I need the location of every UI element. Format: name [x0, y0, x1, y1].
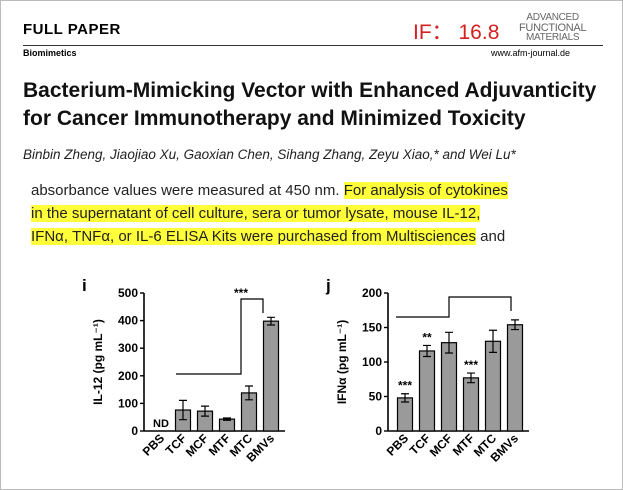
impact-factor: IF： 16.8 — [413, 21, 500, 44]
error-bar — [201, 405, 209, 417]
significance: *** — [398, 379, 412, 393]
x-tick-label: TCF — [407, 431, 433, 457]
error-bar — [267, 316, 275, 326]
significance: ** — [422, 330, 432, 344]
x-tick-label: PBS — [140, 431, 167, 458]
error-bar — [489, 329, 497, 353]
highlight: in the supernatant of cell culture, sera… — [31, 205, 481, 222]
y-tick-label: 100 — [118, 396, 138, 410]
title-line: for Cancer Immunotherapy and Minimized T… — [23, 107, 526, 130]
x-tick-label: MCF — [183, 431, 211, 459]
bracket — [176, 298, 264, 375]
y-axis-label: IFNα (pg mL⁻¹) — [335, 320, 349, 404]
bar — [218, 418, 236, 432]
value-label: ND — [153, 418, 169, 430]
bracket-label: *** — [234, 286, 248, 300]
highlight: IFNα, TNFα, or IL-6 ELISA Kits were purc… — [31, 228, 476, 245]
error-bar — [511, 319, 519, 331]
highlight: For analysis of cytokines — [343, 182, 508, 199]
journal-logo: ADVANCED FUNCTIONAL MATERIALS — [519, 12, 587, 43]
x-tick-label: MTF — [206, 431, 233, 458]
x-tick-label: PBS — [384, 431, 411, 458]
y-tick-label: 0 — [375, 424, 382, 438]
title-line: Bacterium-Mimicking Vector with Enhanced… — [23, 79, 597, 102]
x-tick-label: MCF — [427, 431, 455, 459]
excerpt-line: IFNα, TNFα, or IL-6 ELISA Kits were purc… — [31, 225, 508, 248]
error-bar — [445, 331, 453, 354]
bar — [506, 324, 524, 432]
panel-label: j — [325, 276, 331, 295]
error-bar — [401, 393, 409, 403]
topic: Biomimetics — [23, 48, 77, 58]
error-bar — [223, 417, 231, 421]
x-tick-label: TCF — [163, 431, 189, 457]
bar — [462, 377, 480, 432]
y-axis-label: IL-12 (pg mL⁻¹) — [91, 319, 105, 405]
excerpt: absorbance values were measured at 450 n… — [31, 179, 508, 248]
article-title: Bacterium-Mimicking Vector with Enhanced… — [23, 77, 596, 133]
y-tick-label: 100 — [362, 355, 382, 369]
bar — [418, 350, 436, 432]
excerpt-line: in the supernatant of cell culture, sera… — [31, 202, 508, 225]
y-tick-label: 500 — [118, 286, 138, 300]
y-tick-label: 200 — [362, 286, 382, 300]
error-bar — [245, 385, 253, 401]
bracket — [396, 296, 512, 318]
logo-line: FUNCTIONAL — [519, 22, 587, 34]
y-tick-label: 50 — [369, 390, 383, 404]
error-bar — [179, 399, 187, 421]
error-bar — [423, 344, 431, 358]
y-tick-label: 150 — [362, 321, 382, 335]
authors: Binbin Zheng, Jiaojiao Xu, Gaoxian Chen,… — [23, 147, 516, 162]
x-tick-label: MTF — [450, 431, 477, 458]
y-tick-label: 200 — [118, 369, 138, 383]
logo-line: MATERIALS — [526, 32, 580, 43]
y-tick-label: 0 — [131, 424, 138, 438]
error-bar — [467, 372, 475, 384]
logo-line: ADVANCED — [526, 12, 579, 23]
bar — [262, 320, 280, 432]
excerpt-line: absorbance values were measured at 450 n… — [31, 179, 508, 202]
bar — [396, 397, 414, 432]
bar — [440, 342, 458, 432]
significance: *** — [464, 358, 478, 372]
rule — [23, 45, 603, 46]
excerpt-text: and — [480, 228, 506, 245]
y-tick-label: 300 — [118, 341, 138, 355]
website: www.afm-journal.de — [491, 48, 571, 58]
y-tick-label: 400 — [118, 314, 138, 328]
panel-label: i — [82, 276, 87, 295]
section-label: FULL PAPER — [23, 21, 121, 38]
bar — [484, 340, 502, 432]
excerpt-text: absorbance values were measured at 450 n… — [31, 182, 340, 199]
